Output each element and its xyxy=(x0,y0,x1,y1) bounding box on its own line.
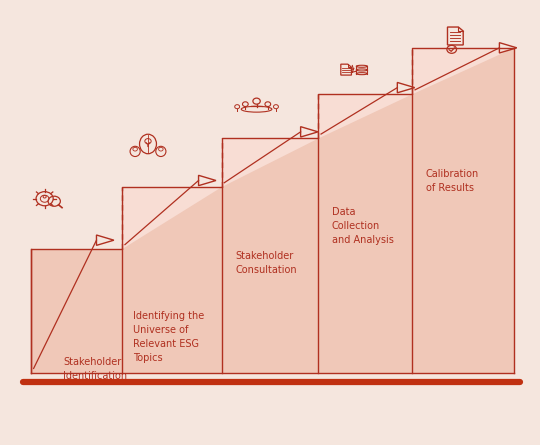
Polygon shape xyxy=(31,48,515,373)
Polygon shape xyxy=(413,48,515,94)
Text: Stakeholder
Identification: Stakeholder Identification xyxy=(63,357,127,381)
Text: Data
Collection
and Analysis: Data Collection and Analysis xyxy=(332,207,394,245)
Polygon shape xyxy=(122,187,221,249)
Polygon shape xyxy=(319,94,413,138)
Text: Calibration
of Results: Calibration of Results xyxy=(426,170,479,194)
Text: Identifying the
Universe of
Relevant ESG
Topics: Identifying the Universe of Relevant ESG… xyxy=(133,311,204,363)
Text: Stakeholder
Consultation: Stakeholder Consultation xyxy=(235,251,296,275)
Polygon shape xyxy=(221,138,319,187)
